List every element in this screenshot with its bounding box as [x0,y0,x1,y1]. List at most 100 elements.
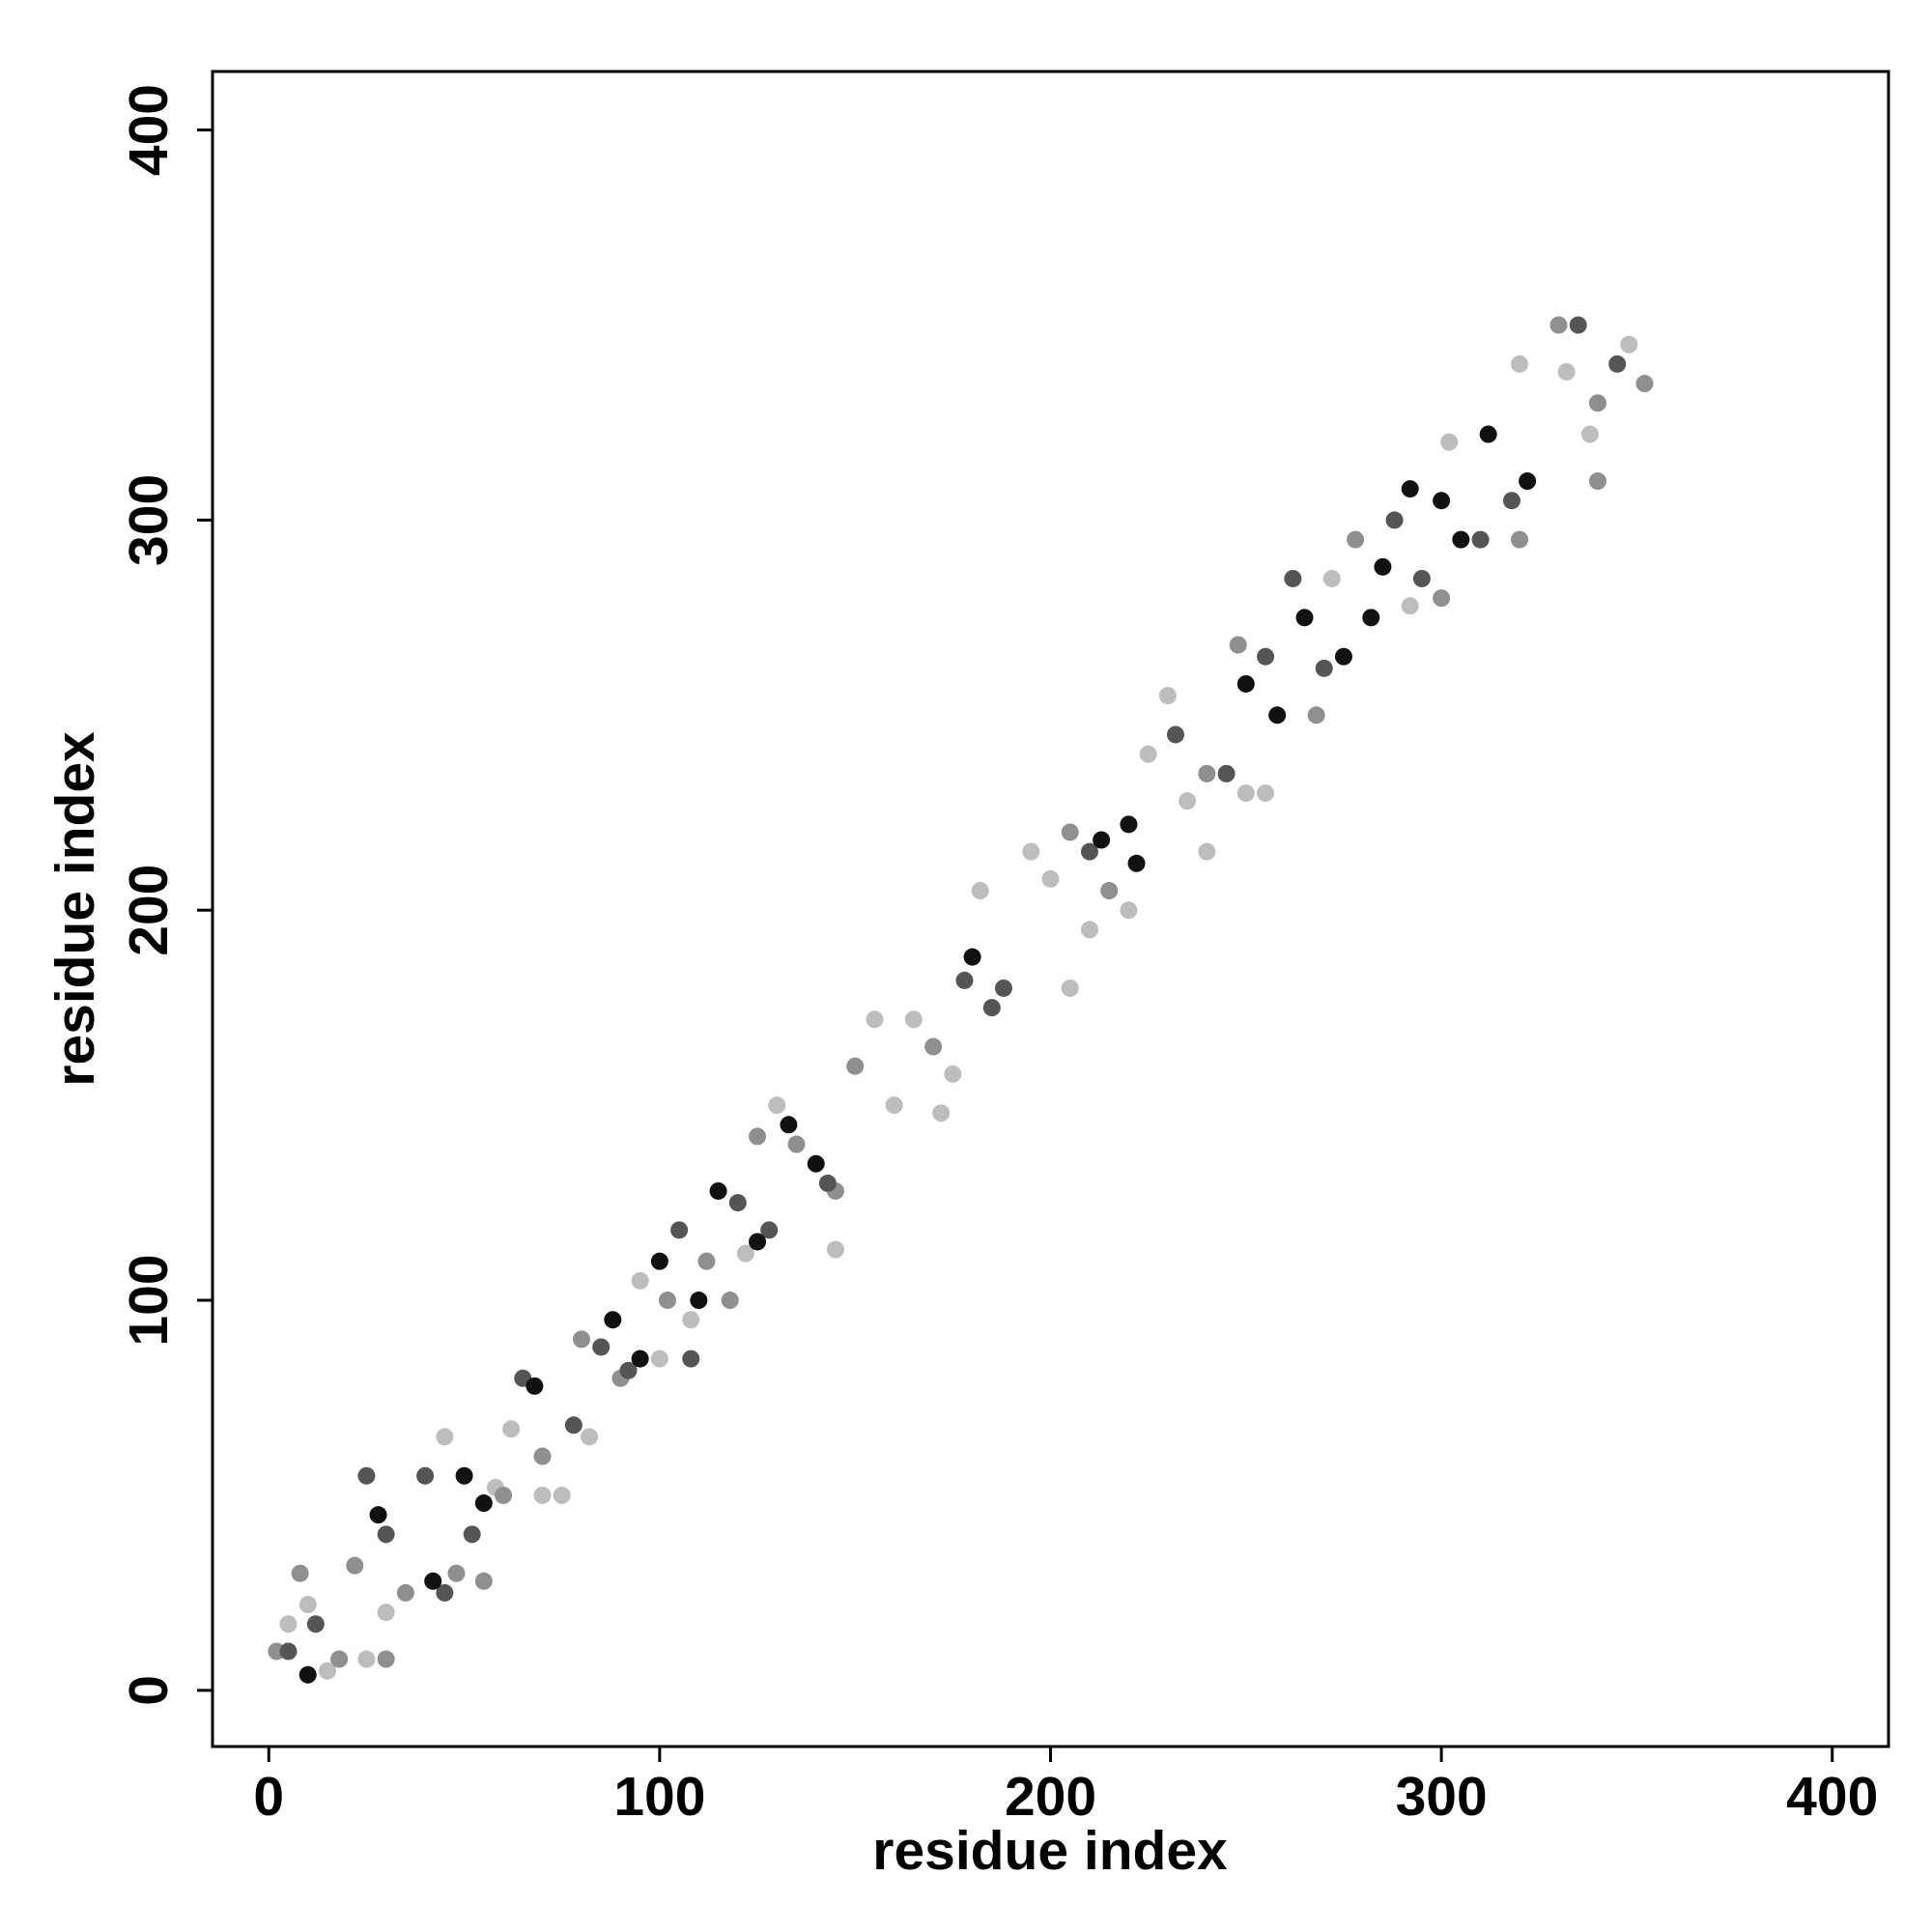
point [982,999,1001,1017]
point [474,1494,493,1513]
point [1198,842,1216,861]
point [1120,815,1138,834]
point [1217,764,1236,782]
point [994,979,1012,997]
point [619,1361,638,1379]
point [682,1311,700,1329]
point [572,1330,590,1349]
point [495,1486,513,1504]
point [298,1596,317,1614]
point [279,1642,298,1661]
point [1569,316,1587,334]
point [768,1096,786,1115]
point [1580,425,1599,443]
point [787,1135,806,1153]
point [1041,869,1060,888]
point [526,1377,544,1395]
point [581,1428,599,1446]
point [1315,659,1333,677]
point [1635,375,1654,393]
point [424,1572,442,1590]
point [1620,335,1638,354]
point [818,1174,837,1192]
point [502,1420,521,1438]
x-tick-label: 200 [1005,1766,1096,1828]
point [1452,530,1470,549]
point [1334,647,1352,666]
point [1401,480,1419,498]
point [553,1486,571,1504]
point [1322,569,1341,587]
point [604,1311,622,1329]
point [932,1104,951,1122]
point [291,1564,309,1582]
point [1588,394,1606,412]
point [1440,433,1459,451]
point [963,948,981,966]
point [1080,842,1098,861]
point [650,1350,668,1368]
point [1557,362,1576,381]
point [1479,425,1497,443]
point [1502,492,1520,510]
point [1412,569,1431,587]
point [885,1096,903,1115]
point [944,1065,962,1083]
point [1100,882,1119,900]
point [436,1428,454,1446]
point [1127,854,1146,872]
point [1471,530,1490,549]
point [377,1525,395,1544]
point [1519,472,1537,491]
x-tick-label: 400 [1786,1766,1878,1828]
point [1401,597,1419,615]
point [682,1350,700,1368]
point [1295,609,1314,627]
point [846,1057,865,1075]
point [1385,511,1404,529]
point [1362,609,1380,627]
point [721,1292,739,1310]
point [631,1271,649,1290]
point [416,1466,435,1485]
point [1236,784,1255,803]
point [533,1486,552,1504]
point [728,1194,747,1212]
y-tick-label: 300 [118,474,180,566]
point [357,1466,376,1485]
point [1549,316,1568,334]
point [690,1292,708,1310]
point [1179,792,1197,810]
point [1093,831,1111,849]
y-axis-label: residue index [44,731,106,1087]
point [306,1615,325,1634]
point [318,1662,336,1680]
x-tick-label: 100 [613,1766,705,1828]
point [298,1665,317,1684]
point [1284,569,1302,587]
point [396,1583,414,1602]
point [1236,674,1255,693]
point [1229,636,1247,654]
point [1588,472,1606,491]
x-axis-label: residue index [872,1820,1228,1882]
point [1080,921,1098,939]
point [1022,842,1040,861]
point [749,1233,767,1251]
point [670,1221,689,1239]
x-tick-label: 0 [253,1766,284,1828]
point [1347,530,1365,549]
point [631,1350,649,1368]
point [455,1466,473,1485]
point [1268,706,1287,724]
point [1139,745,1157,763]
point [1166,725,1184,744]
point [1257,647,1275,666]
point [1511,530,1529,549]
point [330,1650,349,1668]
point [279,1615,298,1634]
point [736,1244,754,1263]
point [971,882,989,900]
point [1433,492,1451,510]
point [592,1338,611,1356]
